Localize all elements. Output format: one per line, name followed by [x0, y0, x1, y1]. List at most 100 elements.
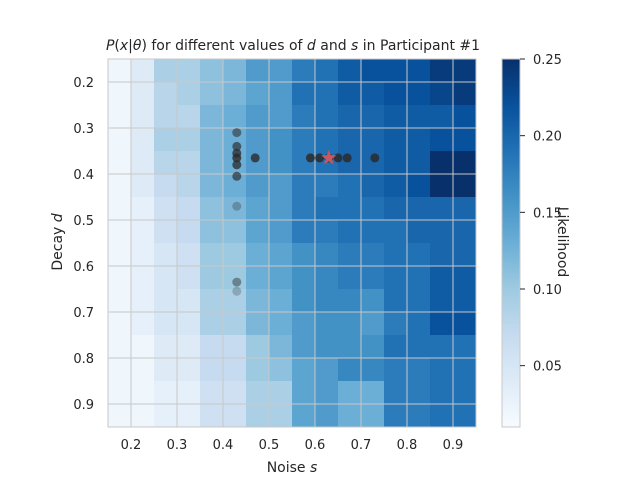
heatmap-cell: [384, 128, 408, 152]
heatmap-cell: [223, 404, 247, 428]
heatmap-cell: [223, 105, 247, 129]
heatmap-cell: [361, 82, 385, 106]
heatmap-cell: [407, 197, 431, 221]
heatmap-cell: [154, 174, 178, 198]
heatmap-cell: [430, 82, 454, 106]
heatmap-cell: [246, 335, 270, 359]
heatmap-cell: [338, 358, 362, 382]
heatmap-cell: [108, 174, 132, 198]
data-point: [333, 153, 343, 163]
heatmap-cell: [269, 404, 293, 428]
heatmap-cell: [177, 404, 201, 428]
heatmap-cell: [338, 174, 362, 198]
heatmap-cell: [131, 289, 155, 313]
heatmap-cell: [338, 335, 362, 359]
heatmap-cell: [223, 381, 247, 405]
heatmap-cell: [200, 174, 224, 198]
heatmap-cell: [269, 335, 293, 359]
heatmap-cell: [200, 59, 224, 83]
heatmap-cell: [200, 381, 224, 405]
data-point: [315, 153, 325, 163]
heatmap-cell: [315, 335, 339, 359]
heatmap-cell: [407, 243, 431, 267]
star-marker: [321, 149, 337, 165]
x-axis-ticks: 0.2 0.3 0.4 0.5 0.6 0.7 0.8 0.9: [121, 438, 464, 453]
heatmap-cell: [315, 243, 339, 267]
heatmap-cell: [131, 151, 155, 175]
heatmap-cell: [131, 220, 155, 244]
heatmap-cell: [131, 312, 155, 336]
heatmap-cell: [407, 128, 431, 152]
heatmap-cell: [108, 289, 132, 313]
heatmap-cell: [269, 59, 293, 83]
heatmap-cell: [246, 220, 270, 244]
heatmap-cell: [315, 174, 339, 198]
heatmap-cell: [430, 335, 454, 359]
heatmap-cell: [361, 289, 385, 313]
heatmap-cell: [361, 312, 385, 336]
data-points: [232, 128, 380, 296]
heatmap-cell: [200, 404, 224, 428]
data-point: [232, 286, 242, 296]
heatmap-cell: [453, 289, 477, 313]
colorbar-tick-label: 0.25: [533, 53, 562, 68]
heatmap-cell: [177, 266, 201, 290]
heatmap-cell: [453, 312, 477, 336]
heatmap-cell: [338, 105, 362, 129]
heatmap-cell: [384, 174, 408, 198]
heatmap-cell: [453, 404, 477, 428]
heatmap-cell: [269, 197, 293, 221]
heatmap-cell: [338, 289, 362, 313]
heatmap-cell: [269, 266, 293, 290]
heatmap-cell: [292, 404, 316, 428]
heatmap-cell: [269, 82, 293, 106]
y-axis-ticks: 0.2 0.3 0.4 0.5 0.6 0.7 0.8 0.9: [73, 76, 94, 413]
heatmap-cell: [154, 243, 178, 267]
heatmap-cell: [453, 335, 477, 359]
heatmap-cell: [361, 335, 385, 359]
heatmap-cell: [430, 243, 454, 267]
heatmap-cell: [315, 358, 339, 382]
y-tick-label: 0.6: [73, 260, 94, 275]
heatmap-cell: [292, 266, 316, 290]
heatmap-cell: [223, 243, 247, 267]
heatmap-cell: [430, 151, 454, 175]
heatmap-cell: [453, 82, 477, 106]
heatmap-cell: [315, 82, 339, 106]
heatmap-cell: [338, 404, 362, 428]
heatmap-cell: [108, 243, 132, 267]
heatmap-cell: [108, 151, 132, 175]
heatmap-cell: [407, 381, 431, 405]
heatmap-cell: [200, 243, 224, 267]
heatmap-cell: [246, 266, 270, 290]
y-tick-label: 0.3: [73, 122, 94, 137]
heatmap-cell: [154, 312, 178, 336]
heatmap-cell: [269, 128, 293, 152]
heatmap-cell: [338, 312, 362, 336]
x-tick-label: 0.9: [443, 438, 464, 453]
heatmap-cell: [292, 335, 316, 359]
heatmap-cell: [223, 312, 247, 336]
heatmap-cell: [315, 105, 339, 129]
heatmap-cell: [338, 381, 362, 405]
heatmap-cell: [407, 335, 431, 359]
heatmap-cell: [338, 266, 362, 290]
heatmap-cell: [154, 151, 178, 175]
heatmap-cell: [430, 312, 454, 336]
heatmap-cell: [361, 197, 385, 221]
heatmap-cell: [407, 404, 431, 428]
heatmap-cell: [200, 105, 224, 129]
heatmap-cell: [315, 404, 339, 428]
heatmap-cell: [292, 312, 316, 336]
heatmap-cell: [200, 197, 224, 221]
y-tick-label: 0.7: [73, 306, 94, 321]
heatmap-cell: [177, 128, 201, 152]
data-point: [232, 277, 242, 287]
heatmap-cell: [315, 128, 339, 152]
heatmap-cell: [384, 105, 408, 129]
heatmap-cell: [292, 197, 316, 221]
heatmap-cell: [131, 174, 155, 198]
heatmap-cell: [315, 197, 339, 221]
heatmap-cell: [108, 220, 132, 244]
heatmap-cell: [246, 197, 270, 221]
